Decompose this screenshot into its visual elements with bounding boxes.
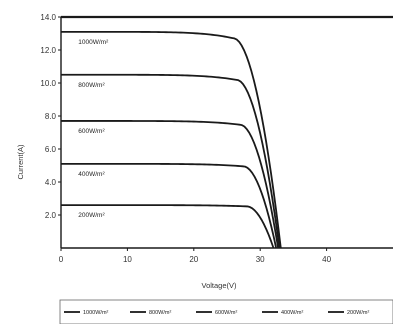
series-line-2 bbox=[61, 73, 281, 249]
x-tick-label: 20 bbox=[189, 255, 198, 264]
y-tick-label: 10.0 bbox=[40, 79, 56, 88]
y-tick-label: 4.0 bbox=[45, 178, 57, 187]
y-tick-label: 14.0 bbox=[40, 13, 56, 22]
y-tick-label: 12.0 bbox=[40, 46, 56, 55]
legend-entry: 800W/m² bbox=[149, 310, 171, 316]
x-tick-label: 0 bbox=[59, 255, 64, 264]
y-tick-label: 8.0 bbox=[45, 112, 57, 121]
series-line-1 bbox=[61, 30, 282, 249]
legend-entry: 400W/m² bbox=[281, 310, 303, 316]
legend-entry: 200W/m² bbox=[347, 310, 369, 316]
legend-entry: 1000W/m² bbox=[83, 310, 109, 316]
legend-entry: 600W/m² bbox=[215, 310, 237, 316]
series-line-3 bbox=[61, 120, 280, 249]
x-tick-label: 10 bbox=[123, 255, 132, 264]
series-label: 1000W/m² bbox=[78, 39, 109, 46]
x-tick-labels: 0 10 20 30 40 bbox=[59, 248, 332, 264]
series-line-5 bbox=[61, 204, 275, 249]
legend: 1000W/m² 800W/m² 600W/m² 400W/m² 200W/m² bbox=[64, 310, 369, 316]
axes bbox=[60, 15, 393, 249]
y-axis-label: Current(A) bbox=[16, 144, 25, 180]
series-curves bbox=[61, 30, 282, 249]
legend-box bbox=[59, 299, 393, 324]
y-tick-label: 6.0 bbox=[45, 145, 57, 154]
x-tick-label: 40 bbox=[322, 255, 331, 264]
series-label: 200W/m² bbox=[78, 212, 105, 219]
x-axis-label: Voltage(V) bbox=[201, 281, 237, 290]
y-tick-label: 2.0 bbox=[45, 211, 57, 220]
series-labels: 1000W/m² 800W/m² 600W/m² 400W/m² 200W/m² bbox=[78, 39, 109, 219]
series-line-4 bbox=[61, 162, 278, 249]
y-tick-labels: 2.0 4.0 6.0 8.0 10.0 12.0 14.0 bbox=[40, 13, 61, 220]
series-label: 600W/m² bbox=[78, 128, 105, 135]
series-label: 400W/m² bbox=[78, 171, 105, 178]
x-tick-label: 30 bbox=[256, 255, 265, 264]
series-label: 800W/m² bbox=[78, 82, 105, 89]
